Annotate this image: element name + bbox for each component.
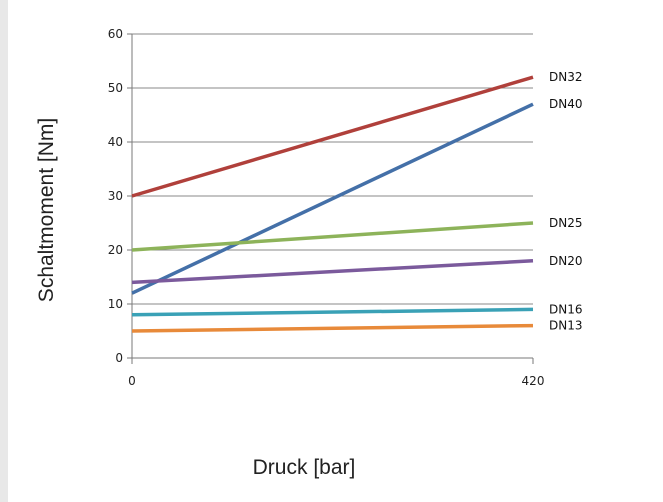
y-tick-label: 30 — [108, 189, 123, 203]
y-tick-label: 20 — [108, 243, 123, 257]
series-label-dn25: DN25 — [549, 216, 583, 230]
x-tick-labels: 0 420 — [128, 374, 544, 388]
y-tick-label: 40 — [108, 135, 123, 149]
y-tick-label: 0 — [115, 351, 123, 365]
y-tick-labels: 0 10 20 30 40 50 60 — [108, 27, 123, 365]
series-lines — [131, 75, 534, 333]
series-line-dn16 — [131, 307, 534, 317]
series-label-dn16: DN16 — [549, 302, 583, 316]
x-tick-label: 0 — [128, 374, 136, 388]
series-line-dn25 — [131, 221, 534, 252]
series-label-dn13: DN13 — [549, 319, 583, 333]
series-line-dn40 — [131, 102, 534, 295]
x-axis-title: Druck [bar] — [253, 456, 356, 479]
grid-lines — [132, 33, 533, 305]
y-tick-label: 10 — [108, 297, 123, 311]
chart-frame: 0 10 20 30 40 50 60 0 420 DN32 DN40 DN25 DN20 DN16 D… — [8, 0, 663, 502]
series-label-dn40: DN40 — [549, 97, 583, 111]
y-axis-title: Schaltmoment [Nm] — [35, 118, 58, 302]
x-tick-label: 420 — [522, 374, 545, 388]
series-line-dn13 — [131, 323, 534, 333]
series-line-dn20 — [131, 259, 534, 285]
series-label-dn20: DN20 — [549, 254, 583, 268]
series-line-dn32 — [131, 75, 534, 198]
series-label-dn32: DN32 — [549, 70, 583, 84]
y-tick-label: 50 — [108, 81, 123, 95]
series-labels: DN32 DN40 DN25 DN20 DN16 DN13 — [549, 70, 583, 332]
y-tick-label: 60 — [108, 27, 123, 41]
